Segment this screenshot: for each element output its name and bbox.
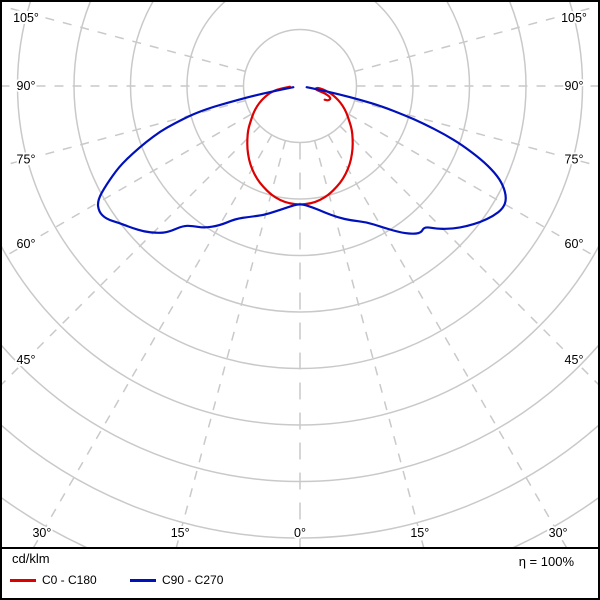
curve-c90-c270 [96, 86, 507, 235]
legend-label-c90-c270: C90 - C270 [162, 573, 224, 587]
angle-tick-label: 75° [17, 152, 36, 166]
grid-radial-line [32, 134, 273, 547]
angle-tick-label: 15° [171, 526, 190, 540]
legend-item-c0-c180: C0 - C180 [10, 573, 97, 587]
angle-tick-label: 45° [17, 353, 36, 367]
grid-radial-line [2, 125, 261, 386]
angle-tick-label: 30° [32, 526, 51, 540]
angle-tick-label: 0° [294, 526, 306, 540]
legend-item-c90-c270: C90 - C270 [130, 573, 223, 587]
angle-tick-label: 90° [565, 79, 584, 93]
angle-tick-label: 105° [561, 11, 587, 25]
grid-radial-line [327, 134, 568, 547]
legend-line-blue-icon [130, 578, 156, 582]
angle-tick-label: 15° [410, 526, 429, 540]
legend-label-c0-c180: C0 - C180 [42, 573, 97, 587]
angle-labels: 0° 15° 15° 30° 30° 45° 45° 60° 60° 75° 75° 90° 90° 10… [11, 9, 589, 542]
legend-line-red-icon [10, 578, 36, 582]
angle-tick-label: 75° [565, 152, 584, 166]
angle-tick-label: 60° [17, 237, 36, 251]
grid-radial-line [175, 140, 287, 547]
polar-grid [2, 2, 598, 547]
units-label: cd/klm [12, 551, 50, 566]
grid-ring [242, 28, 358, 144]
grid-radial-line [313, 140, 425, 547]
legend-divider [2, 547, 598, 549]
angle-tick-label: 30° [549, 526, 568, 540]
efficiency-label: η = 100% [518, 554, 574, 569]
angle-tick-label: 105° [13, 11, 39, 25]
grid-radial-line [339, 125, 598, 386]
angle-tick-label: 60° [565, 237, 584, 251]
angle-tick-label: 90° [17, 79, 36, 93]
angle-tick-label: 45° [565, 353, 584, 367]
grid-ring [186, 2, 414, 200]
polar-plot-svg: 0° 15° 15° 30° 30° 45° 45° 60° 60° 75° 75° 90° 90° 10… [2, 2, 598, 547]
